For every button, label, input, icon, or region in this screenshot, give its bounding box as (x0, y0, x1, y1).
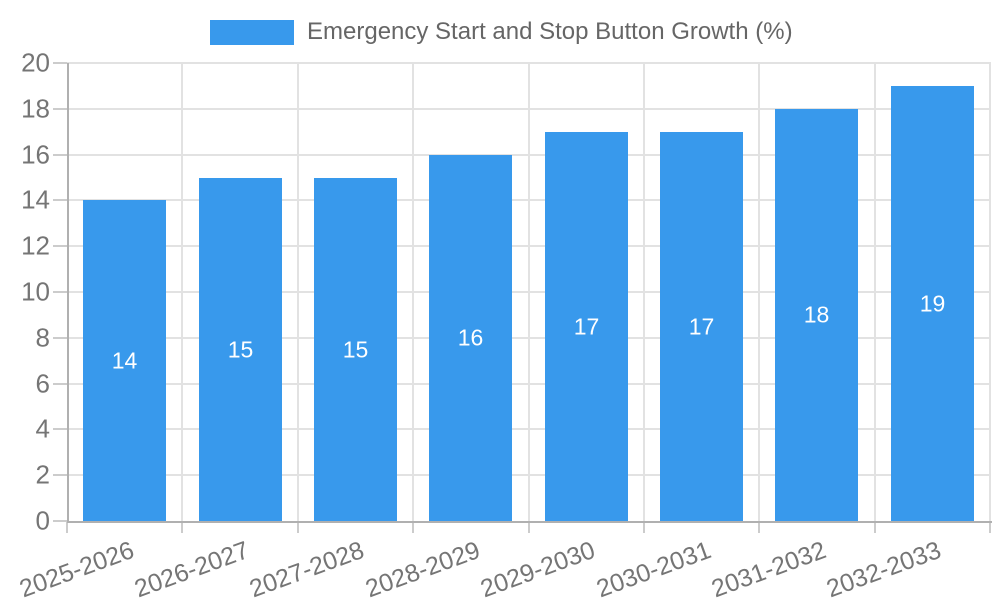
bar-value-label: 16 (457, 324, 484, 351)
bar-value-label: 18 (803, 301, 830, 328)
bar-value-label: 17 (573, 313, 600, 339)
x-axis-label: 2029-2030 (477, 536, 600, 604)
y-axis-tick (53, 291, 67, 293)
bar: 18 (775, 109, 858, 521)
y-axis-tick (53, 428, 67, 430)
gridline-vertical (874, 63, 876, 521)
bar: 19 (891, 86, 974, 521)
y-axis-tick (53, 520, 67, 522)
y-axis-tick (53, 108, 67, 110)
x-axis-line (67, 521, 992, 523)
y-axis-label: 12 (21, 230, 50, 261)
x-axis-tick (66, 522, 68, 533)
bar-value-label: 14 (111, 347, 138, 373)
bar-value-label: 15 (342, 336, 369, 362)
x-axis-label: 2026-2027 (131, 536, 254, 604)
gridline-vertical (181, 63, 183, 521)
y-axis-tick (53, 62, 67, 64)
x-axis-tick (297, 522, 299, 533)
x-axis-label: 2031-2032 (708, 536, 831, 604)
bar-value-label: 15 (227, 336, 254, 362)
y-axis-label: 6 (35, 368, 50, 399)
y-axis-label: 0 (35, 505, 50, 536)
legend-swatch (210, 19, 294, 45)
x-axis-label: 2030-2031 (593, 536, 716, 604)
bar: 15 (314, 178, 397, 521)
x-axis-tick (874, 522, 876, 533)
x-axis-label: 2025-2026 (16, 536, 139, 604)
y-axis-tick (53, 474, 67, 476)
chart-legend: Emergency Start and Stop Button Growth (… (210, 19, 793, 45)
x-axis-tick (643, 522, 645, 533)
gridline-vertical (989, 63, 991, 521)
gridline-vertical (643, 63, 645, 521)
y-axis-label: 10 (21, 276, 50, 307)
x-axis-label: 2027-2028 (246, 536, 369, 604)
bar-value-label: 19 (919, 290, 946, 316)
bar: 14 (83, 200, 166, 521)
y-axis-label: 14 (21, 184, 50, 215)
bar-value-label: 17 (688, 313, 715, 339)
x-axis-label: 2032-2033 (823, 536, 946, 604)
y-axis-tick (53, 337, 67, 339)
x-axis-tick (412, 522, 414, 533)
x-axis-tick (758, 522, 760, 533)
bar: 15 (199, 178, 282, 521)
gridline-vertical (412, 63, 414, 521)
y-axis-label: 18 (21, 93, 50, 124)
y-axis-label: 2 (35, 459, 50, 490)
chart-title: Emergency Start and Stop Button Growth (… (307, 18, 793, 45)
y-axis-label: 16 (21, 139, 50, 170)
gridline-vertical (528, 63, 530, 521)
bar: 16 (429, 155, 512, 521)
x-axis-tick (528, 522, 530, 533)
y-axis-tick (53, 154, 67, 156)
y-axis-label: 20 (21, 47, 50, 78)
y-axis-label: 8 (35, 322, 50, 353)
y-axis-tick (53, 199, 67, 201)
x-axis-tick (181, 522, 183, 533)
y-axis-line (67, 63, 69, 523)
y-axis-label: 4 (35, 413, 50, 444)
y-axis-tick (53, 383, 67, 385)
y-axis-tick (53, 245, 67, 247)
gridline-vertical (297, 63, 299, 521)
x-axis-tick (989, 522, 991, 533)
x-axis-label: 2028-2029 (362, 536, 485, 604)
gridline-vertical (758, 63, 760, 521)
bar: 17 (660, 132, 743, 521)
bar: 17 (545, 132, 628, 521)
